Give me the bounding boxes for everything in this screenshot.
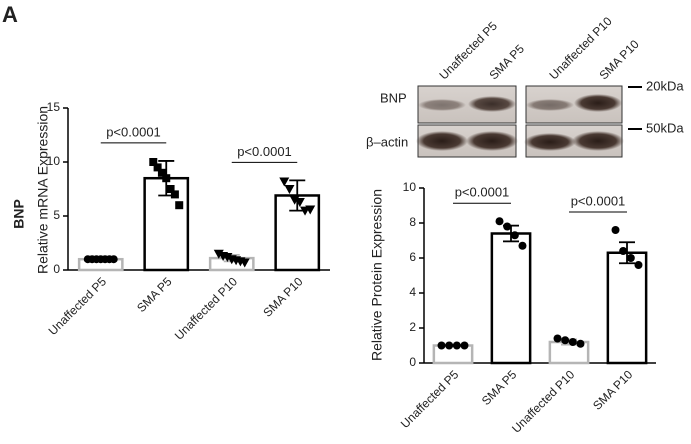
data-point	[611, 226, 620, 234]
y-tick-label: 5	[53, 208, 60, 222]
data-point	[279, 177, 290, 187]
data-point	[153, 163, 162, 172]
data-point	[170, 190, 179, 199]
data-point	[518, 241, 527, 250]
data-point	[495, 217, 504, 226]
data-point	[284, 185, 295, 194]
data-point	[437, 341, 446, 350]
panel-label: A	[2, 2, 18, 27]
western-blot: 20kDa 50kDa BNP β–actin Unaffected P5 SM…	[366, 14, 684, 158]
y-tick-label: 10	[403, 180, 417, 194]
bar	[606, 251, 648, 365]
data-point	[561, 336, 570, 345]
row-label: β–actin	[366, 134, 408, 149]
lane-label: SMA P10	[596, 37, 642, 83]
data-point	[619, 247, 628, 255]
data-point	[510, 231, 519, 240]
y-tick-label: 0	[53, 262, 60, 276]
y-axis-title: BNP	[11, 199, 27, 229]
data-point	[175, 201, 184, 210]
significance-label: p<0.0001	[571, 193, 626, 208]
data-point	[305, 205, 316, 215]
y-tick-label: 2	[409, 320, 416, 334]
data-point	[460, 341, 469, 350]
data-point	[166, 185, 175, 193]
x-tick-label: SMA P10	[260, 274, 306, 320]
y-tick-label: 8	[409, 215, 416, 229]
band	[572, 131, 624, 151]
significance-label: p<0.0001	[106, 124, 161, 139]
data-point	[634, 261, 643, 269]
x-tick-label: SMA P10	[590, 367, 636, 413]
band	[574, 94, 622, 112]
data-point	[626, 254, 635, 262]
marker-label: 20kDa	[646, 78, 684, 93]
y-tick-label: 10	[47, 154, 61, 168]
data-point	[568, 338, 577, 346]
significance-label: p<0.0001	[237, 144, 292, 159]
lane-label: SMA P5	[486, 42, 527, 83]
x-tick-label: SMA P5	[479, 367, 520, 408]
data-point	[553, 334, 562, 343]
x-tick-label: SMA P5	[134, 274, 175, 315]
data-point	[157, 168, 166, 177]
data-point	[294, 197, 305, 207]
band	[416, 131, 468, 151]
y-tick-label: 6	[409, 250, 416, 264]
data-point	[576, 339, 585, 348]
data-point	[239, 258, 250, 268]
band	[466, 131, 518, 151]
bar	[490, 232, 532, 365]
y-axis-label: Relative Protein Expression	[369, 189, 385, 361]
y-axis-label: Relative mRNA Expression	[35, 106, 51, 274]
data-point	[162, 174, 171, 183]
y-tick-label: 4	[409, 285, 416, 299]
data-point	[445, 341, 454, 350]
band	[524, 133, 576, 151]
y-tick-label: 15	[47, 100, 61, 114]
data-point	[452, 341, 461, 350]
band	[418, 99, 466, 111]
error-bar	[619, 241, 635, 265]
significance-label: p<0.0001	[455, 185, 510, 200]
marker-label: 50kDa	[646, 120, 684, 135]
row-label: BNP	[380, 90, 407, 105]
x-tick-label: Unaffected P10	[509, 367, 577, 435]
data-point	[149, 158, 158, 166]
x-tick-label: Unaffected P5	[398, 367, 462, 431]
x-tick-label: Unaffected P10	[172, 274, 240, 342]
band	[526, 99, 574, 111]
x-tick-label: Unaffected P5	[46, 274, 110, 338]
data-point	[503, 222, 512, 231]
data-point	[109, 255, 118, 264]
y-tick-label: 0	[409, 355, 416, 369]
band	[468, 96, 516, 112]
